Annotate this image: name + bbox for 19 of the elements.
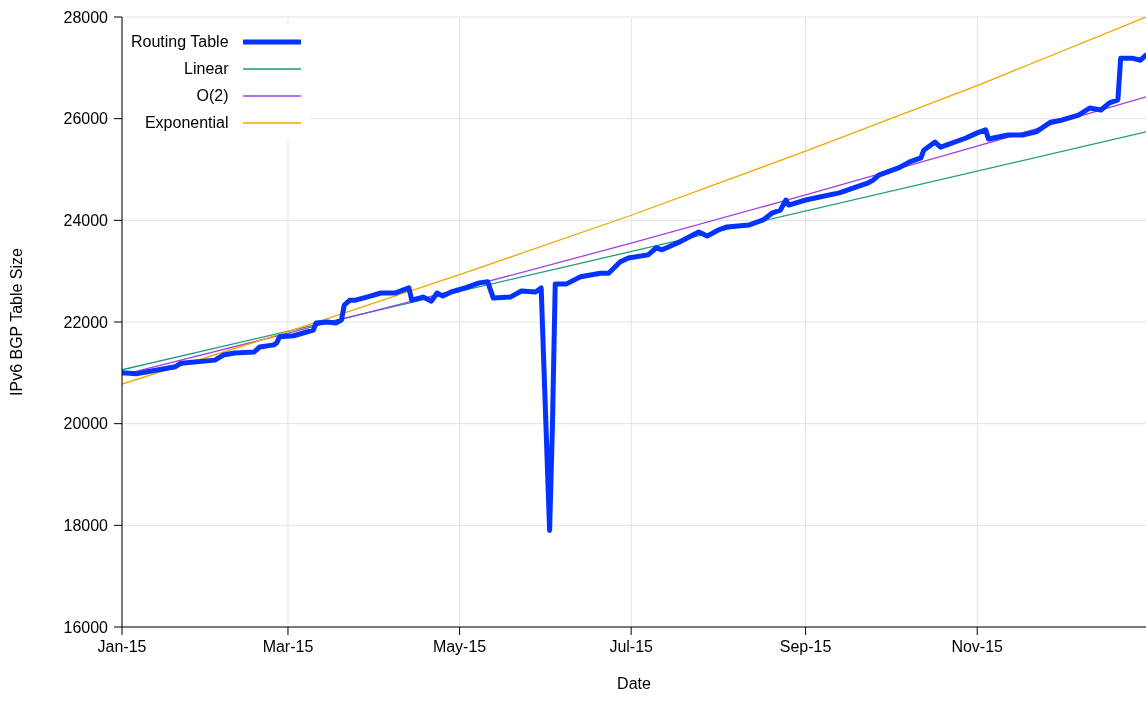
y-axis-title: IPv6 BGP Table Size — [7, 247, 25, 396]
y-tick-label: 18000 — [63, 517, 109, 535]
legend-label: Exponential — [144, 113, 229, 132]
x-tick-label: Mar-15 — [262, 638, 314, 656]
y-tick-label: 20000 — [63, 415, 109, 433]
x-tick-label: May-15 — [432, 638, 487, 656]
x-axis-title: Date — [617, 675, 651, 692]
y-tick-label: 22000 — [63, 313, 109, 331]
x-tick-label: Sep-15 — [779, 638, 832, 656]
legend-label: Linear — [184, 59, 229, 78]
legend-label: Routing Table — [131, 32, 229, 51]
x-tick-label: Nov-15 — [951, 638, 1004, 656]
y-tick-label: 16000 — [63, 618, 109, 636]
legend-label: O(2) — [196, 86, 229, 105]
x-tick-label: Jul-15 — [609, 638, 654, 656]
y-tick-label: 28000 — [63, 8, 109, 26]
x-tick-label: Jan-15 — [97, 638, 147, 656]
y-tick-label: 24000 — [63, 212, 109, 230]
y-tick-label: 26000 — [63, 110, 109, 128]
